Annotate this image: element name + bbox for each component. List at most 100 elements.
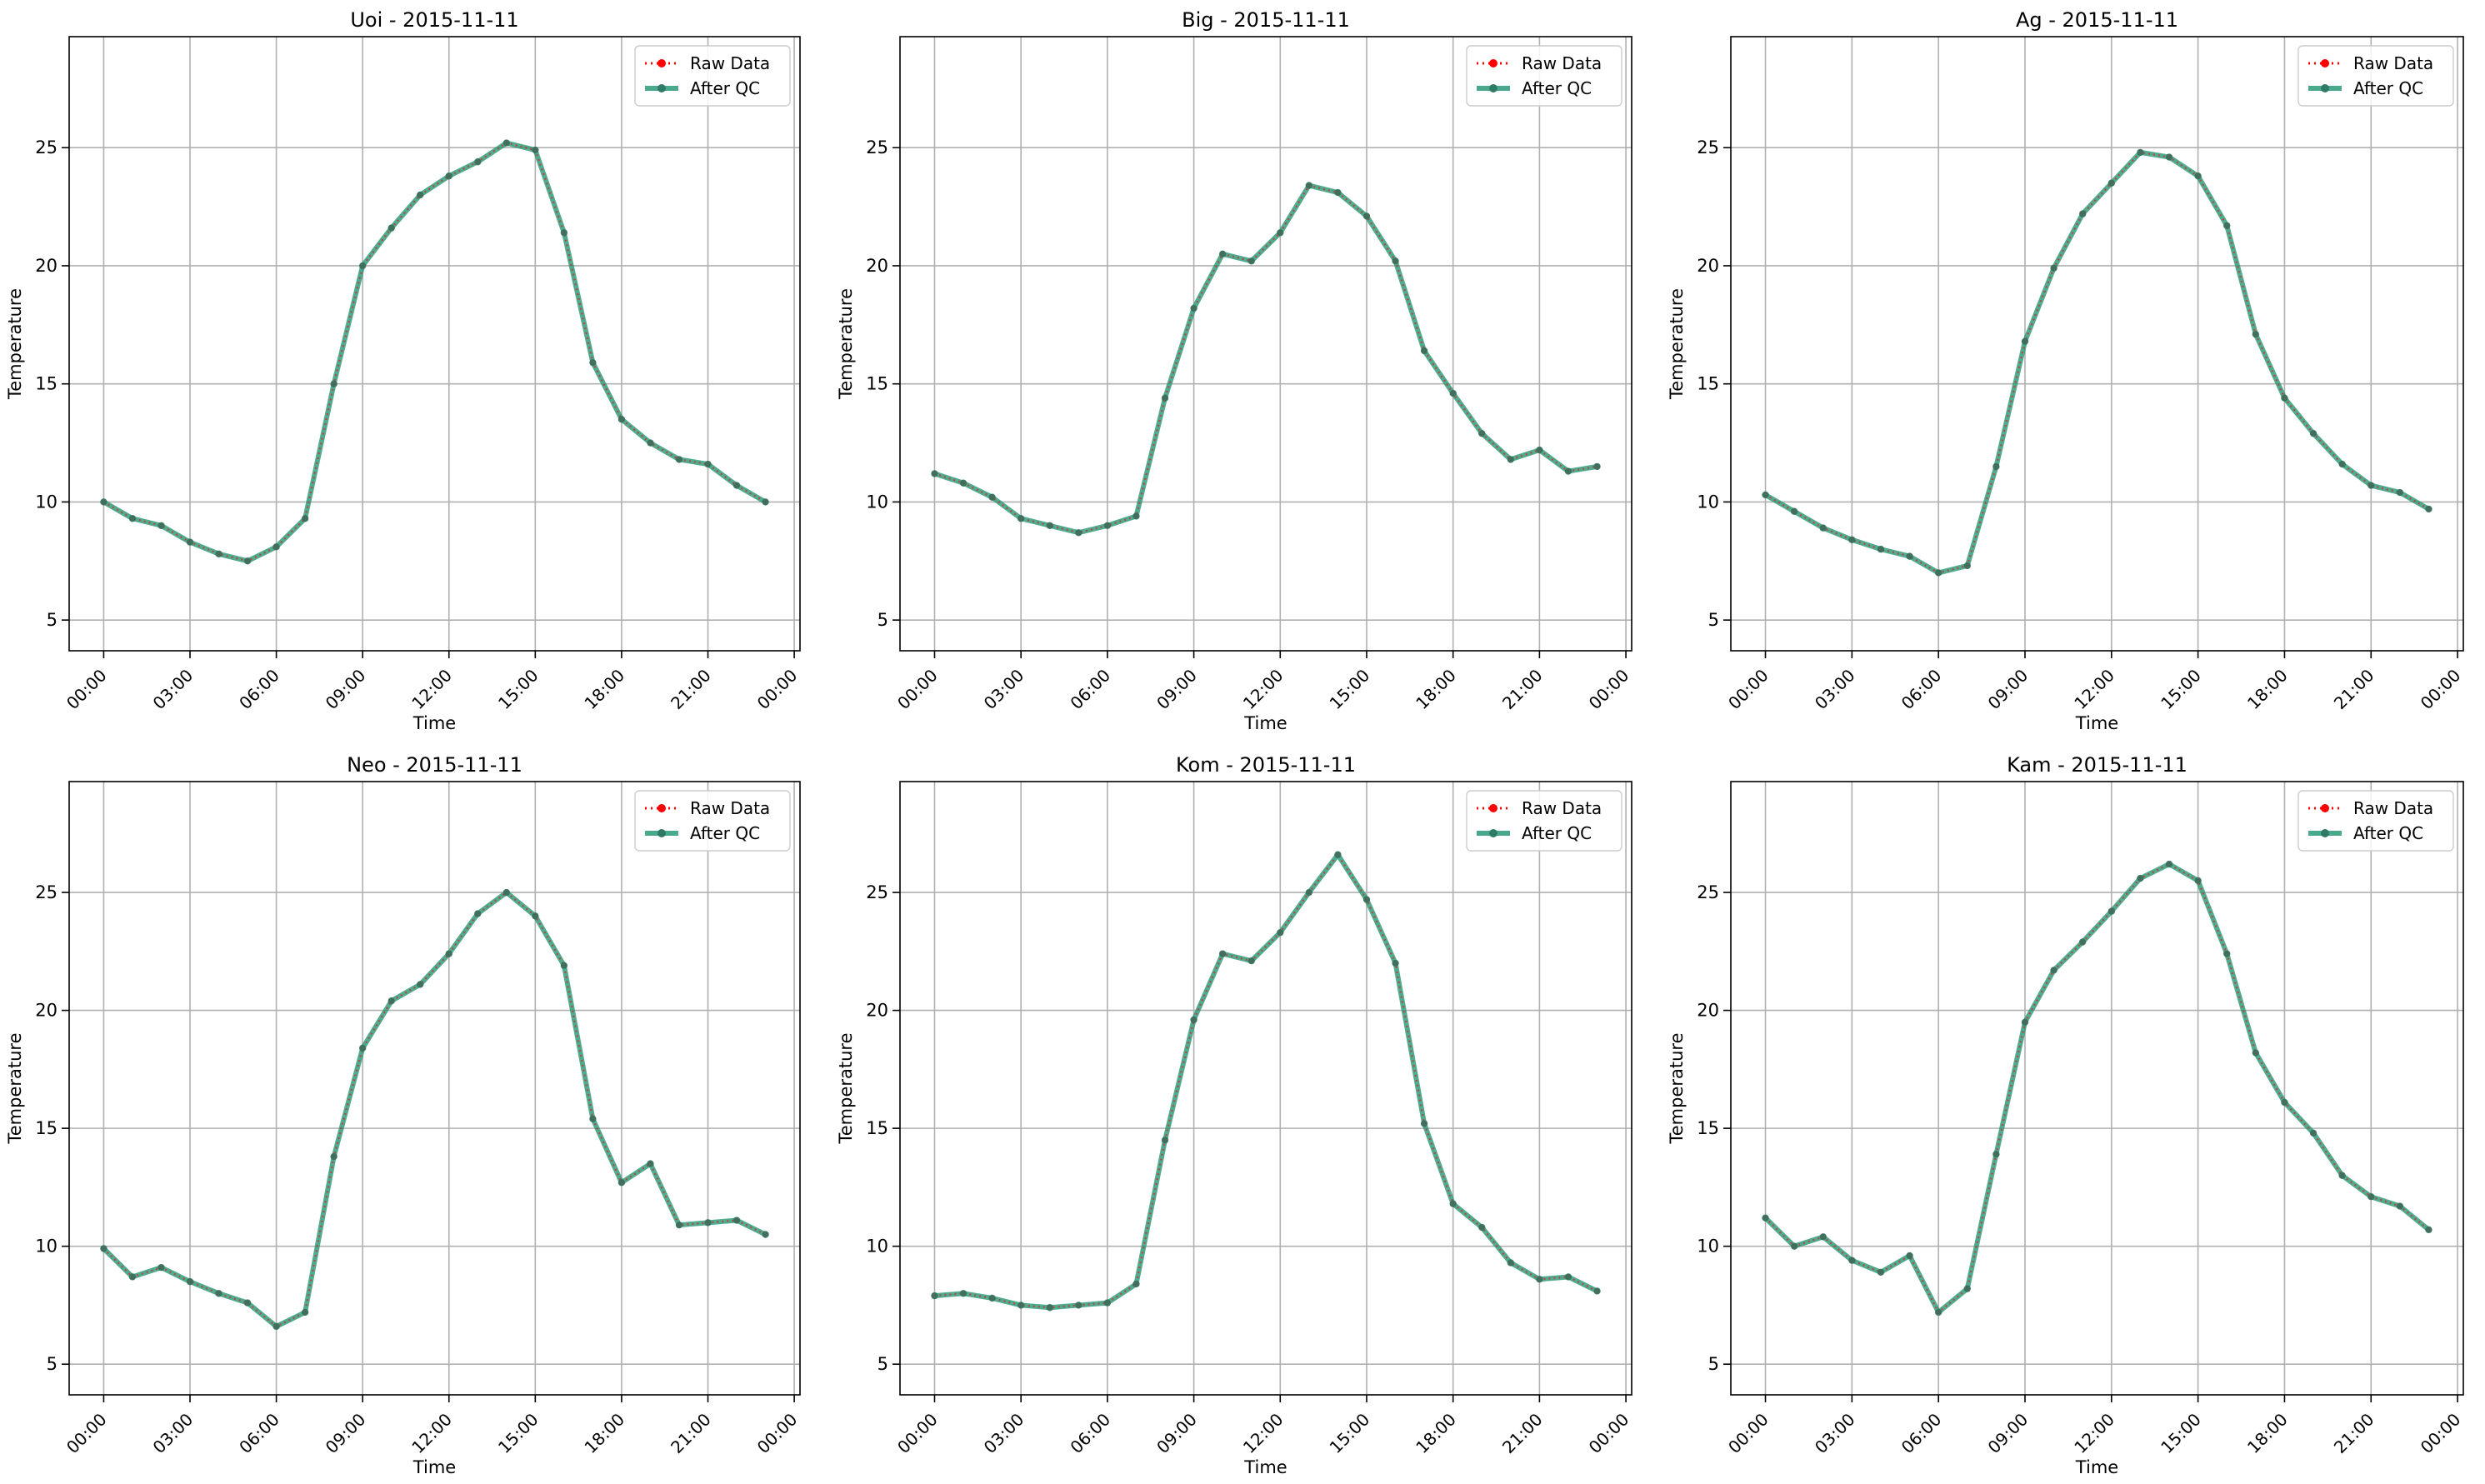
y-tick-label: 20 bbox=[35, 256, 58, 276]
legend-qc-label: After QC bbox=[690, 823, 760, 843]
after-qc-point bbox=[388, 224, 395, 232]
chart-panel-4: 00:00 03:00 06:00 09:00 12:00 15:00 18:00 21:00… bbox=[5, 753, 801, 1477]
x-tick-label: 06:00 bbox=[1898, 1409, 1946, 1457]
after-qc-point bbox=[1934, 1308, 1942, 1317]
after-qc-point bbox=[1819, 1233, 1827, 1241]
after-qc-point bbox=[1992, 462, 2000, 471]
after-qc-point bbox=[959, 479, 968, 487]
x-tick-label: 21:00 bbox=[667, 665, 715, 713]
after-qc-point bbox=[1848, 536, 1856, 543]
after-qc-point bbox=[1507, 456, 1515, 463]
after-qc-point bbox=[2137, 148, 2144, 157]
after-qc-point bbox=[1790, 507, 1798, 515]
chart-title: Big - 2015-11-11 bbox=[1182, 8, 1350, 32]
after-qc-point bbox=[2252, 1049, 2260, 1057]
after-qc-line bbox=[101, 140, 768, 564]
y-tick-label: 15 bbox=[866, 374, 888, 394]
after-qc-point bbox=[2368, 1193, 2375, 1201]
x-tick-label: 21:00 bbox=[2330, 1409, 2378, 1457]
x-tick-label: 12:00 bbox=[1239, 665, 1288, 713]
y-tick-label: 20 bbox=[35, 1001, 58, 1021]
after-qc-point bbox=[1248, 257, 1255, 265]
after-qc-point bbox=[1449, 389, 1457, 397]
x-tick-label: 00:00 bbox=[1724, 665, 1772, 713]
after-qc-point bbox=[2021, 337, 2029, 345]
x-tick-label: 00:00 bbox=[1585, 1409, 1633, 1457]
after-qc-point bbox=[647, 1160, 654, 1167]
after-qc-point bbox=[128, 515, 137, 522]
x-tick-label: 00:00 bbox=[2417, 665, 2465, 713]
after-qc-point bbox=[1362, 896, 1371, 903]
x-tick-label: 00:00 bbox=[893, 665, 942, 713]
x-tick-label: 00:00 bbox=[62, 665, 111, 713]
raw-data-line bbox=[1764, 151, 2430, 574]
y-tick-label: 5 bbox=[47, 610, 58, 630]
after-qc-point bbox=[1762, 1214, 1769, 1222]
after-qc-point bbox=[2194, 172, 2202, 180]
x-tick-label: 21:00 bbox=[1498, 1409, 1547, 1457]
after-qc-point bbox=[1132, 512, 1140, 520]
x-tick-label: 15:00 bbox=[494, 665, 542, 713]
y-tick-label: 10 bbox=[866, 492, 888, 512]
y-tick-label: 25 bbox=[1697, 137, 1719, 157]
y-tick-label: 20 bbox=[866, 1001, 888, 1021]
legend: Raw Data After QC bbox=[634, 45, 791, 107]
after-qc-point bbox=[1362, 212, 1371, 220]
y-axis-label: Temperature bbox=[1667, 1032, 1687, 1144]
after-qc-point bbox=[1790, 1242, 1798, 1250]
after-qc-point bbox=[1218, 250, 1227, 257]
after-qc-point bbox=[1392, 959, 1399, 967]
after-qc-point bbox=[2194, 877, 2202, 885]
x-tick-label: 15:00 bbox=[2157, 1409, 2205, 1457]
after-qc-point bbox=[1564, 1273, 1572, 1281]
y-axis-label: Temperature bbox=[836, 288, 856, 400]
after-qc-point bbox=[2050, 264, 2058, 272]
x-tick-label: 15:00 bbox=[494, 1409, 542, 1457]
chart-title: Uoi - 2015-11-11 bbox=[350, 8, 518, 32]
legend-raw-marker bbox=[1489, 59, 1498, 67]
after-qc-point bbox=[1906, 552, 1913, 560]
y-tick-label: 25 bbox=[866, 137, 888, 157]
x-tick-label: 12:00 bbox=[2070, 1409, 2118, 1457]
after-qc-point bbox=[2425, 1226, 2432, 1234]
x-axis-label: Time bbox=[2075, 1457, 2118, 1477]
after-qc-point bbox=[128, 1273, 137, 1281]
chart-panel-3: 00:00 03:00 06:00 09:00 12:00 15:00 18:00 21:00… bbox=[1667, 8, 2464, 733]
after-qc-point bbox=[215, 1290, 222, 1297]
legend-qc-label: After QC bbox=[690, 78, 760, 98]
after-qc-point bbox=[2396, 1202, 2404, 1210]
x-tick-label: 18:00 bbox=[580, 1409, 628, 1457]
after-qc-point bbox=[1334, 188, 1342, 197]
x-tick-label: 18:00 bbox=[1412, 665, 1460, 713]
x-tick-label: 21:00 bbox=[2330, 665, 2378, 713]
y-tick-label: 10 bbox=[35, 1237, 58, 1257]
chart-title: Ag - 2015-11-11 bbox=[2016, 8, 2178, 32]
after-qc-point bbox=[100, 498, 108, 506]
after-qc-point bbox=[2223, 950, 2231, 957]
y-axis-label: Temperature bbox=[1667, 288, 1687, 400]
after-qc-point bbox=[2108, 179, 2116, 187]
after-qc-point bbox=[589, 1115, 597, 1123]
after-qc-point bbox=[2309, 1129, 2318, 1137]
after-qc-line bbox=[1762, 149, 2432, 576]
legend-raw-label: Raw Data bbox=[1522, 798, 1602, 818]
after-qc-point bbox=[2050, 967, 2058, 974]
after-qc-point bbox=[1963, 562, 1971, 570]
after-qc-point bbox=[358, 1044, 367, 1052]
x-tick-label: 00:00 bbox=[753, 665, 802, 713]
legend-qc-marker bbox=[658, 84, 666, 92]
x-tick-label: 09:00 bbox=[1152, 1409, 1201, 1457]
x-tick-label: 00:00 bbox=[62, 1409, 111, 1457]
after-qc-point bbox=[1103, 522, 1112, 529]
after-qc-point bbox=[931, 470, 938, 477]
after-qc-point bbox=[2338, 460, 2346, 468]
after-qc-point bbox=[1334, 851, 1342, 858]
y-tick-label: 15 bbox=[866, 1118, 888, 1138]
legend-raw-marker bbox=[2321, 804, 2329, 812]
axes-frame bbox=[1730, 781, 2464, 1396]
x-tick-label: 00:00 bbox=[1585, 665, 1633, 713]
legend: Raw Data After QC bbox=[2298, 45, 2454, 107]
after-qc-point bbox=[158, 522, 165, 529]
after-qc-point bbox=[560, 229, 568, 237]
after-qc-point bbox=[1161, 1137, 1169, 1144]
